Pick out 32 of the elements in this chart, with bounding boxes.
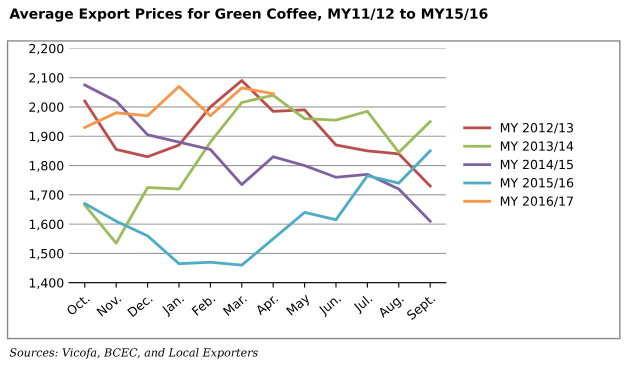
y-tick-label: 2,200	[29, 44, 64, 55]
x-tick-label: Feb.	[191, 293, 216, 316]
legend-label: MY 2013/14	[500, 141, 574, 152]
x-tick-label: Jul.	[352, 293, 374, 314]
chart-title: Average Export Prices for Green Coffee, MY11/12 to MY15/16	[9, 8, 488, 22]
x-tick-label: Jan.	[160, 294, 186, 317]
line-series	[83, 150, 432, 267]
x-tick-label: Dec.	[127, 294, 153, 318]
y-tick-label: 2,100	[29, 73, 64, 84]
source-note: Sources: Vicofa, BCEC, and Local Exporters	[10, 348, 258, 359]
x-tick-label: Oct.	[66, 293, 90, 316]
legend-label: MY 2014/15	[500, 160, 573, 170]
y-tick-label: 1,700	[30, 190, 64, 202]
x-tick-label: Jun.	[318, 294, 343, 318]
y-tick-label: 2,000	[29, 102, 64, 114]
y-tick-label: 1,800	[30, 161, 64, 172]
x-tick-label: Mar.	[222, 294, 247, 316]
line-series	[83, 84, 432, 223]
x-tick-label: May	[286, 292, 312, 318]
line-series	[83, 79, 432, 188]
line-series	[83, 85, 275, 129]
y-tick-label: 1,900	[30, 132, 64, 142]
x-tick-label: Aug.	[377, 294, 406, 320]
y-tick-label: 1,600	[30, 220, 64, 230]
legend-label: MY 2012/13	[500, 123, 573, 134]
x-tick-label: Nov.	[96, 294, 122, 317]
line-series	[83, 94, 432, 245]
legend-label: MY 2016/17	[500, 196, 573, 207]
y-tick-label: 1,400	[30, 278, 64, 289]
legend-label: MY 2015/16	[500, 178, 574, 188]
x-tick-label: Apr.	[254, 294, 280, 318]
y-tick-label: 1,500	[30, 248, 64, 260]
